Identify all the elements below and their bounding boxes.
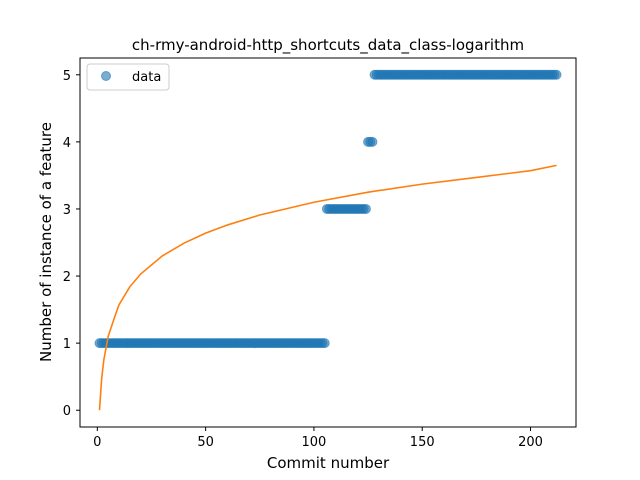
- y-tick-label: 3: [63, 203, 71, 218]
- y-tick-label: 2: [63, 270, 71, 285]
- x-tick-label: 50: [197, 435, 214, 450]
- x-axis-title: Commit number: [267, 454, 390, 472]
- legend-box: [86, 63, 170, 91]
- data-point: [360, 203, 371, 214]
- y-tick-label: 0: [63, 404, 71, 419]
- chart-title: ch-rmy-android-http_shortcuts_data_class…: [132, 36, 524, 55]
- y-tick-label: 4: [63, 136, 71, 151]
- y-axis-title: Number of instance of a feature: [37, 122, 55, 362]
- data-point: [551, 69, 562, 80]
- x-tick-label: 150: [410, 435, 435, 450]
- x-tick-label: 0: [93, 435, 101, 450]
- data-point: [319, 338, 330, 349]
- y-tick-label: 5: [63, 69, 71, 84]
- data-point: [367, 136, 378, 147]
- y-axis: 0 1 2 3 4 5: [63, 69, 80, 419]
- x-axis: 0 50 100 150 200: [93, 427, 543, 450]
- y-tick-label: 1: [63, 337, 71, 352]
- x-tick-label: 100: [302, 435, 327, 450]
- legend-label-data: data: [132, 70, 161, 85]
- axes-frame: [79, 57, 577, 428]
- legend-marker-data: [101, 71, 111, 81]
- plot-area: [94, 69, 562, 411]
- fit-line: [98, 164, 557, 411]
- x-tick-label: 200: [518, 435, 543, 450]
- legend: data: [86, 63, 170, 91]
